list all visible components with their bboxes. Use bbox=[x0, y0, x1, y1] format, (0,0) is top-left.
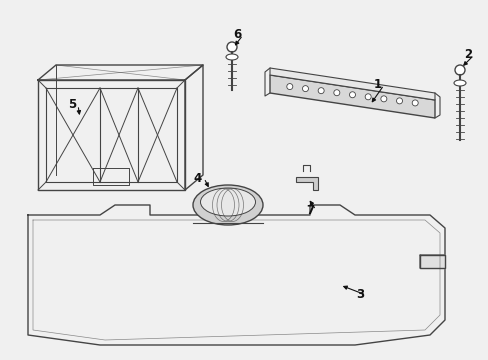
Text: 3: 3 bbox=[355, 288, 364, 302]
Text: 2: 2 bbox=[463, 49, 471, 62]
Circle shape bbox=[302, 86, 308, 92]
Text: 5: 5 bbox=[68, 99, 76, 112]
Text: 7: 7 bbox=[305, 203, 313, 216]
Polygon shape bbox=[269, 75, 434, 118]
Circle shape bbox=[454, 65, 464, 75]
Circle shape bbox=[226, 42, 237, 52]
Circle shape bbox=[380, 96, 386, 102]
Circle shape bbox=[411, 100, 417, 106]
Circle shape bbox=[333, 90, 339, 96]
Circle shape bbox=[365, 94, 370, 100]
Polygon shape bbox=[295, 177, 317, 190]
Ellipse shape bbox=[453, 80, 465, 86]
Polygon shape bbox=[269, 68, 434, 100]
Circle shape bbox=[349, 92, 355, 98]
Text: 4: 4 bbox=[193, 171, 202, 184]
Polygon shape bbox=[419, 255, 444, 268]
Circle shape bbox=[396, 98, 402, 104]
Text: 1: 1 bbox=[373, 78, 381, 91]
Circle shape bbox=[318, 88, 324, 94]
Ellipse shape bbox=[200, 188, 255, 216]
Circle shape bbox=[286, 84, 292, 90]
Ellipse shape bbox=[225, 54, 238, 60]
Text: 6: 6 bbox=[232, 28, 241, 41]
Ellipse shape bbox=[193, 185, 263, 225]
Polygon shape bbox=[28, 205, 444, 345]
